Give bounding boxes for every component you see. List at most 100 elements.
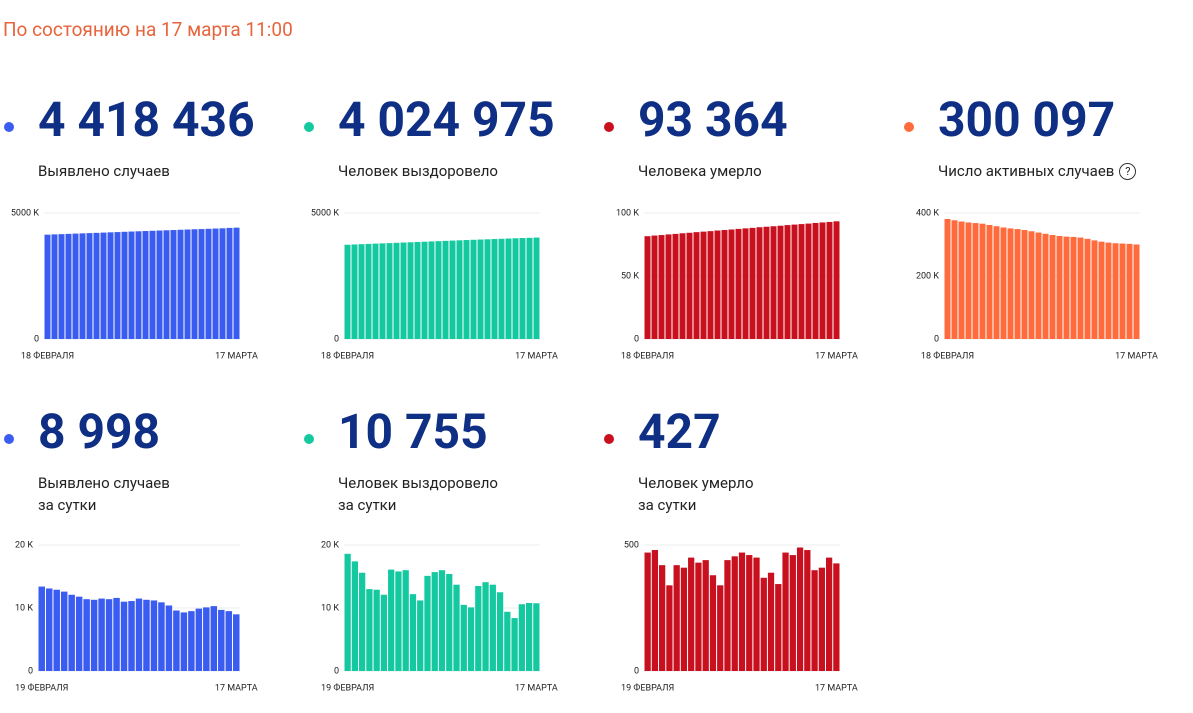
bar	[170, 230, 177, 339]
bar	[1007, 228, 1014, 339]
bar	[753, 557, 760, 671]
stat-number: 300 097	[938, 91, 1116, 148]
bar	[700, 231, 707, 339]
bar	[972, 223, 979, 339]
bar	[731, 556, 738, 671]
x-tick-label: 17 МАРТА	[215, 351, 258, 361]
bar	[191, 229, 198, 339]
color-dot	[904, 122, 914, 132]
bar	[1077, 237, 1084, 339]
bar	[477, 239, 484, 339]
y-tick-label: 0	[334, 334, 339, 344]
bar	[782, 552, 789, 671]
bar	[90, 599, 98, 671]
y-tick-label: 500	[624, 540, 639, 550]
bar	[475, 585, 482, 671]
bar	[60, 591, 68, 671]
bar	[212, 228, 219, 339]
bar	[113, 597, 120, 671]
bar	[395, 571, 402, 671]
bar	[693, 232, 700, 339]
bar	[218, 609, 225, 671]
bar	[791, 224, 798, 339]
bar	[526, 237, 533, 339]
y-tick-label: 200 K	[916, 271, 939, 281]
bar	[756, 227, 763, 339]
x-tick-label: 19 ФЕВРАЛЯ	[621, 683, 674, 693]
stat-label: Человек выздоровело	[338, 160, 498, 182]
bar	[533, 237, 540, 339]
bar	[177, 229, 184, 339]
bar	[460, 604, 467, 671]
bar	[380, 594, 388, 671]
bar	[435, 241, 442, 339]
bar	[158, 602, 165, 671]
bar	[504, 611, 511, 671]
bar	[344, 244, 351, 339]
bar	[482, 582, 489, 671]
bar	[498, 238, 505, 339]
bar	[695, 562, 702, 671]
bar	[421, 241, 428, 339]
bar	[651, 235, 658, 339]
bar	[38, 586, 45, 671]
bar-chart: 0 5000 K 18 ФЕВРАЛЯ 17 МАРТА	[311, 208, 558, 361]
stat-label: Человек выздоровело за сутки	[338, 472, 498, 516]
y-tick-label: 100 K	[616, 208, 639, 218]
bar	[714, 230, 721, 339]
y-tick-label: 0	[634, 334, 639, 344]
label-line: Выявлено случаев	[38, 162, 170, 180]
bar	[442, 240, 449, 339]
bar	[644, 236, 651, 339]
x-tick-label: 17 МАРТА	[815, 683, 858, 693]
bar	[205, 228, 212, 339]
x-tick-label: 18 ФЕВРАЛЯ	[21, 351, 74, 361]
bar	[58, 234, 65, 339]
bar	[83, 599, 90, 671]
bar	[150, 600, 158, 671]
help-icon[interactable]: ?	[1119, 163, 1137, 180]
bar	[98, 598, 105, 671]
bar	[728, 229, 735, 339]
bar	[456, 240, 463, 339]
label-line: за сутки	[38, 496, 97, 514]
bar	[721, 230, 728, 339]
bar	[75, 596, 83, 671]
bar	[386, 243, 393, 339]
x-tick-label: 17 МАРТА	[815, 351, 858, 361]
bar	[358, 244, 365, 339]
bar	[1063, 236, 1070, 339]
bar	[225, 611, 233, 671]
bar	[45, 588, 53, 671]
bar	[738, 552, 746, 671]
x-tick-label: 18 ФЕВРАЛЯ	[321, 351, 374, 361]
bar	[1105, 242, 1112, 339]
bar	[44, 234, 51, 339]
stat-number: 4 024 975	[338, 91, 555, 148]
bar	[767, 572, 775, 671]
bar	[518, 604, 525, 671]
bar	[165, 605, 173, 671]
bar	[735, 228, 742, 339]
bar	[180, 612, 188, 671]
bar	[746, 555, 753, 671]
bar	[680, 567, 688, 671]
bar	[128, 601, 135, 671]
bar	[470, 239, 477, 339]
bar	[388, 569, 395, 671]
label-line: Человек выздоровело	[338, 474, 498, 492]
bar	[525, 602, 533, 671]
bar	[819, 222, 826, 339]
bar	[142, 231, 149, 339]
stat-card: 8 998 Выявлено случаев за сутки 0 10 K 20 K 19…	[0, 404, 300, 704]
label-line: Число активных случаев?	[938, 160, 1137, 182]
bar	[463, 240, 470, 339]
bar	[958, 221, 965, 339]
bar-chart: 0 5000 K 18 ФЕВРАЛЯ 17 МАРТА	[11, 208, 258, 361]
x-tick-label: 17 МАРТА	[215, 683, 258, 693]
color-dot	[4, 434, 14, 444]
bar	[665, 234, 672, 339]
bar	[666, 585, 673, 671]
bar	[417, 600, 424, 671]
bar	[114, 232, 121, 339]
